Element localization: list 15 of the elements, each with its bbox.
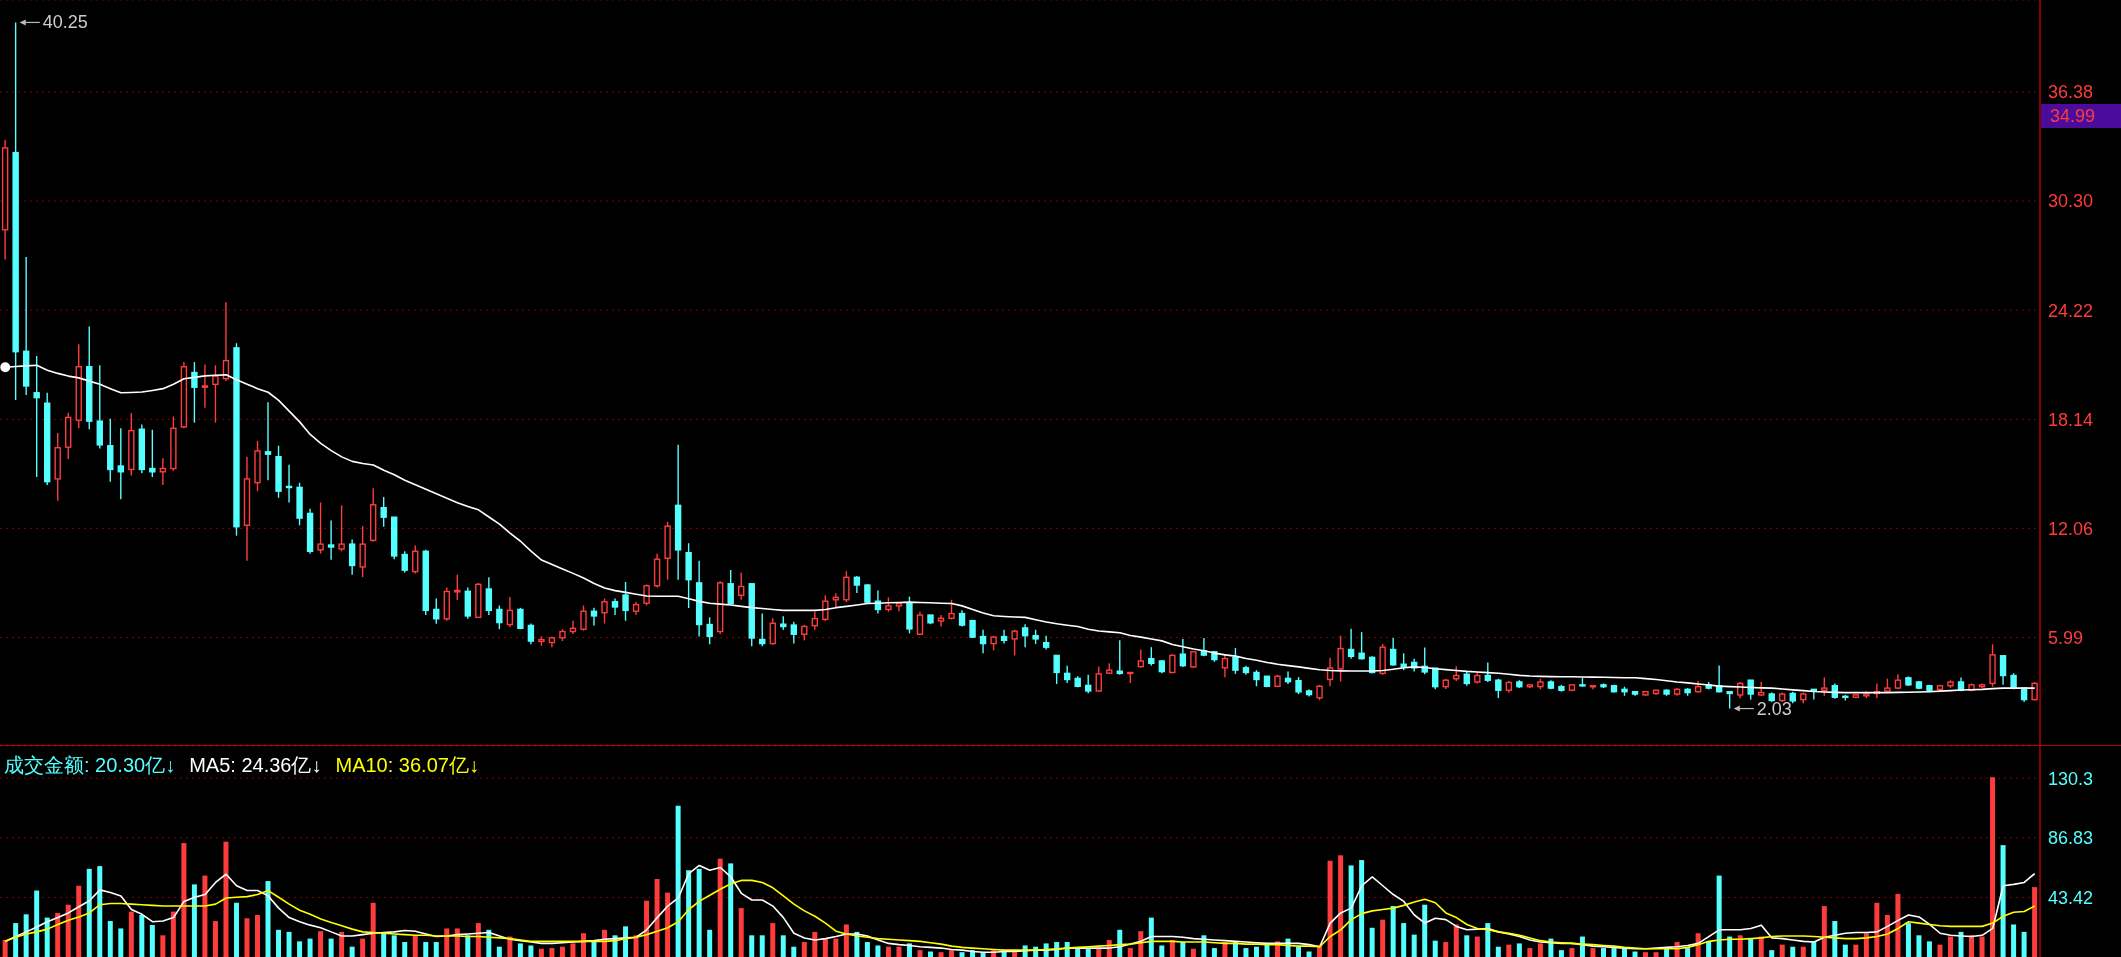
y-tick-label: 36.38 [2048, 82, 2094, 103]
text: MA5: 24.36亿↓ [189, 753, 322, 778]
annotation: 2.03 [1756, 698, 1792, 719]
y-tick-label: 24.22 [2048, 300, 2094, 321]
y-tick-label: 86.83 [2048, 828, 2094, 849]
y-tick-label: 130.3 [2048, 768, 2094, 789]
y-tick-label: 5.99 [2048, 627, 2084, 648]
text: 成交金额: 20.30亿↓ [4, 753, 176, 778]
text: 34.99 [2041, 104, 2121, 128]
y-tick-label: 43.42 [2048, 887, 2094, 908]
y-tick-label: 30.30 [2048, 191, 2094, 212]
y-tick-label: 18.14 [2048, 409, 2094, 430]
annotation: 40.25 [42, 12, 88, 33]
y-tick-label: 12.06 [2048, 518, 2094, 539]
text: MA10: 36.07亿↓ [335, 753, 479, 778]
